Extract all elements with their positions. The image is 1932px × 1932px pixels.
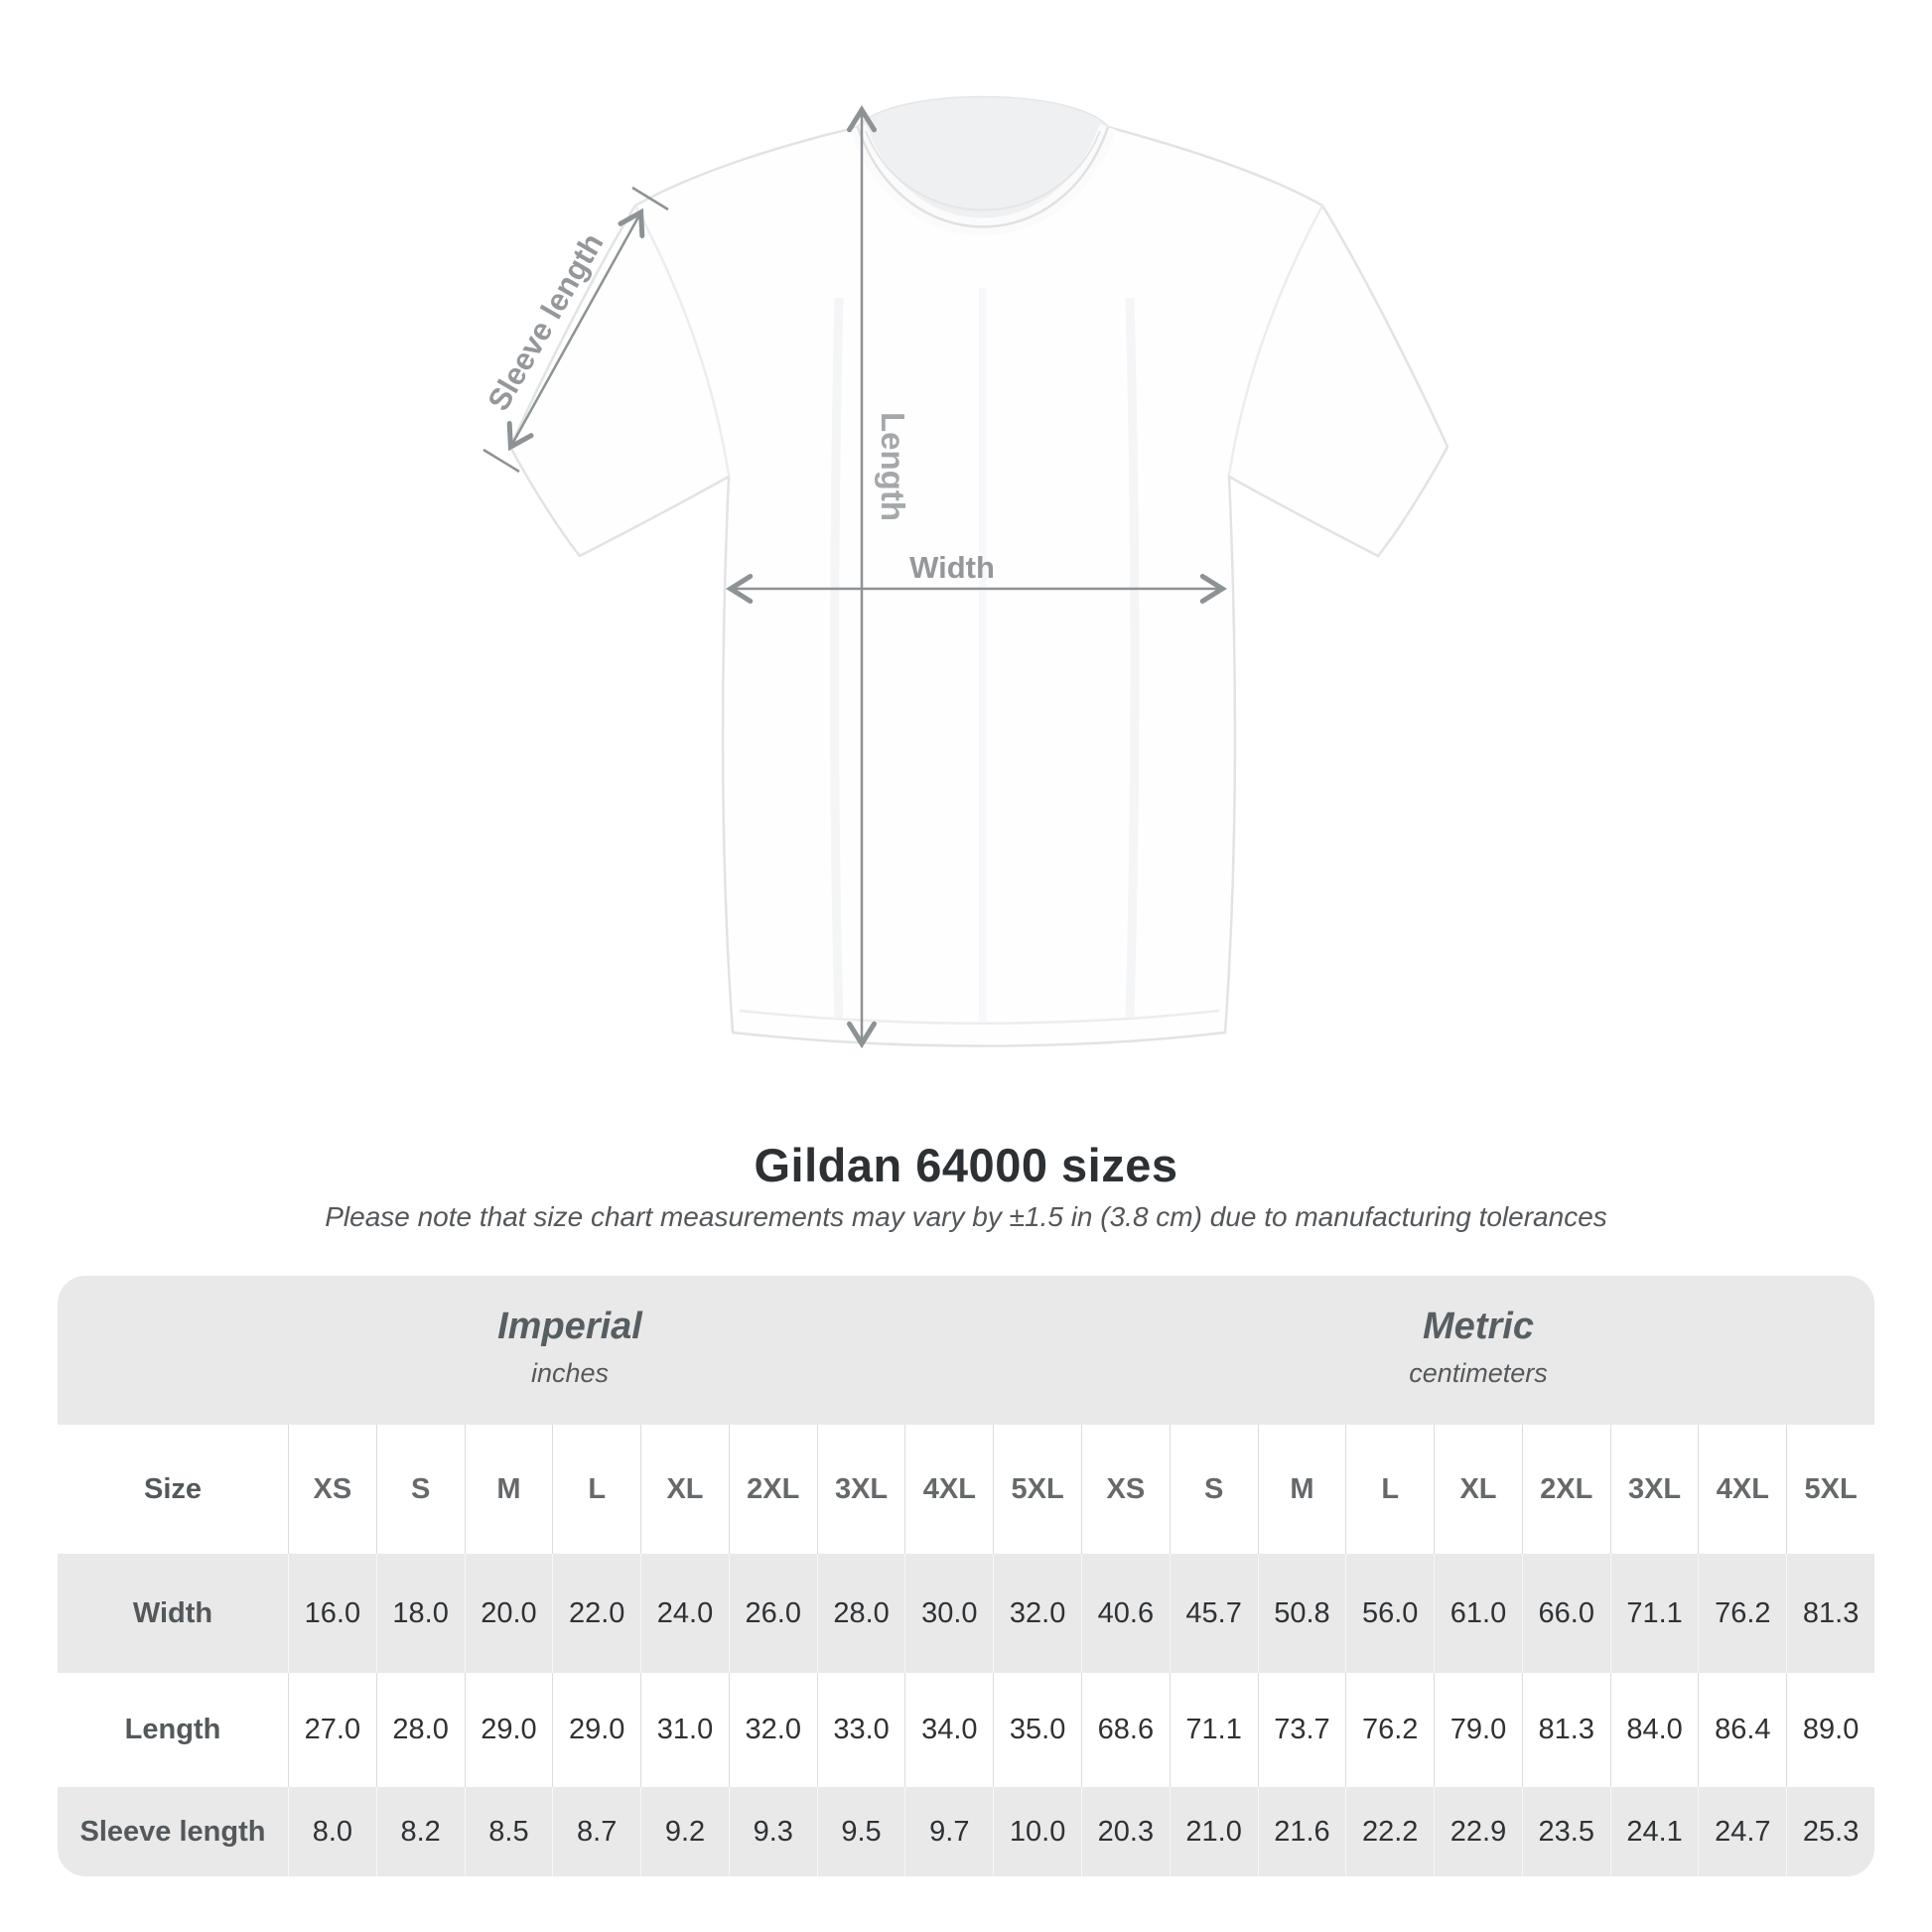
imperial-value-cell: 18.0 [375, 1554, 465, 1673]
metric-unit-label: centimeters [1409, 1358, 1548, 1388]
imperial-value-cell: 9.7 [904, 1787, 993, 1876]
imperial-value-cell: 29.0 [464, 1673, 553, 1787]
imperial-size-header: XL [640, 1425, 729, 1554]
metric-value-cell: 40.6 [1081, 1554, 1170, 1673]
metric-size-header: M [1257, 1425, 1346, 1554]
imperial-value-cell: 28.0 [375, 1673, 465, 1787]
imperial-unit-group: Imperial inches [58, 1276, 1082, 1425]
metric-size-header: 3XL [1609, 1425, 1699, 1554]
imperial-value-cell: 29.0 [552, 1673, 641, 1787]
imperial-value-cell: 22.0 [552, 1554, 640, 1673]
imperial-value-cell: 9.2 [640, 1787, 729, 1876]
metric-value-cell: 21.6 [1257, 1787, 1346, 1876]
metric-value-cell: 71.1 [1609, 1554, 1699, 1673]
imperial-value-cell: 8.5 [464, 1787, 553, 1876]
imperial-heading: Imperial [497, 1306, 642, 1347]
sleeve-arrow-start-tick [483, 448, 520, 474]
imperial-value-cell: 10.0 [993, 1787, 1081, 1876]
metric-value-cell: 50.8 [1257, 1554, 1346, 1673]
metric-value-cell: 25.3 [1786, 1787, 1874, 1876]
imperial-size-header: 2XL [728, 1425, 817, 1554]
metric-value-cell: 21.0 [1169, 1787, 1258, 1876]
page-title: Gildan 64000 sizes [754, 1139, 1178, 1191]
size-table: Imperial inches Metric centimeters Size X… [58, 1276, 1874, 1876]
imperial-value-cell: 30.0 [904, 1554, 993, 1673]
metric-size-header: 5XL [1786, 1425, 1874, 1554]
metric-value-cell: 24.7 [1698, 1787, 1786, 1876]
metric-value-cell: 22.9 [1434, 1787, 1522, 1876]
metric-value-cell: 56.0 [1345, 1554, 1434, 1673]
imperial-value-cell: 16.0 [288, 1554, 376, 1673]
row-label: Sleeve length [79, 1815, 266, 1848]
metric-unit-group: Metric centimeters [1082, 1276, 1874, 1425]
imperial-size-header: S [375, 1425, 465, 1554]
row-label: Length [58, 1673, 288, 1787]
metric-size-header: S [1169, 1425, 1258, 1554]
size-column-header: Size [58, 1425, 288, 1554]
imperial-unit-label: inches [530, 1358, 610, 1388]
metric-value-cell: 66.0 [1521, 1554, 1610, 1673]
metric-value-cell: 86.4 [1698, 1673, 1787, 1787]
imperial-value-cell: 31.0 [640, 1673, 729, 1787]
imperial-value-cell: 9.5 [816, 1787, 905, 1876]
metric-value-cell: 76.2 [1698, 1554, 1786, 1673]
imperial-value-cell: 27.0 [288, 1673, 376, 1787]
metric-value-cell: 45.7 [1169, 1554, 1258, 1673]
metric-value-cell: 89.0 [1786, 1673, 1874, 1787]
metric-size-header: 4XL [1698, 1425, 1787, 1554]
unit-header-row: Imperial inches Metric centimeters [58, 1276, 1874, 1425]
imperial-value-cell: 33.0 [816, 1673, 905, 1787]
metric-value-cell: 71.1 [1169, 1673, 1258, 1787]
imperial-size-header: M [464, 1425, 553, 1554]
metric-size-header: XL [1434, 1425, 1522, 1554]
imperial-value-cell: 34.0 [904, 1673, 994, 1787]
imperial-value-cell: 35.0 [993, 1673, 1081, 1787]
imperial-value-cell: 8.7 [552, 1787, 640, 1876]
imperial-value-cell: 20.0 [464, 1554, 553, 1673]
metric-size-header: XS [1081, 1425, 1170, 1554]
tshirt-measurement-diagram: Sleeve length Length Width [481, 95, 1449, 1048]
imperial-value-cell: 8.2 [375, 1787, 465, 1876]
imperial-value-cell: 9.3 [728, 1787, 817, 1876]
metric-value-cell: 81.3 [1786, 1554, 1874, 1673]
imperial-size-header: 5XL [993, 1425, 1081, 1554]
imperial-size-header: L [552, 1425, 641, 1554]
metric-value-cell: 76.2 [1345, 1673, 1435, 1787]
metric-value-cell: 81.3 [1521, 1673, 1610, 1787]
imperial-size-header: XS [288, 1425, 376, 1554]
tshirt-graphic [508, 95, 1449, 1047]
width-label: Width [909, 550, 995, 585]
imperial-value-cell: 8.0 [288, 1787, 376, 1876]
metric-value-cell: 79.0 [1434, 1673, 1522, 1787]
sleeve-length-arrow [506, 207, 645, 452]
imperial-value-cell: 32.0 [728, 1673, 817, 1787]
metric-value-cell: 22.2 [1345, 1787, 1434, 1876]
metric-value-cell: 73.7 [1257, 1673, 1346, 1787]
metric-heading: Metric [1423, 1306, 1534, 1347]
metric-size-header: 2XL [1521, 1425, 1610, 1554]
row-label: Width [132, 1596, 213, 1629]
length-label: Length [875, 412, 911, 521]
tolerance-note: Please note that size chart measurements… [325, 1201, 1607, 1232]
imperial-size-header: 4XL [904, 1425, 994, 1554]
size-table-grid: Size XS S M L XL 2XL 3XL 4XL 5XL XS S M L XL 2XL 3XL 4XL 5… [58, 1425, 1874, 1876]
metric-value-cell: 61.0 [1434, 1554, 1522, 1673]
metric-size-header: L [1345, 1425, 1435, 1554]
imperial-value-cell: 26.0 [728, 1554, 817, 1673]
metric-value-cell: 23.5 [1521, 1787, 1610, 1876]
metric-value-cell: 20.3 [1081, 1787, 1170, 1876]
metric-value-cell: 68.6 [1081, 1673, 1170, 1787]
imperial-value-cell: 32.0 [993, 1554, 1081, 1673]
sleeve-arrow-end-tick [631, 186, 669, 211]
metric-value-cell: 24.1 [1609, 1787, 1699, 1876]
imperial-value-cell: 24.0 [640, 1554, 729, 1673]
imperial-size-header: 3XL [816, 1425, 905, 1554]
metric-value-cell: 84.0 [1609, 1673, 1699, 1787]
imperial-value-cell: 28.0 [816, 1554, 905, 1673]
